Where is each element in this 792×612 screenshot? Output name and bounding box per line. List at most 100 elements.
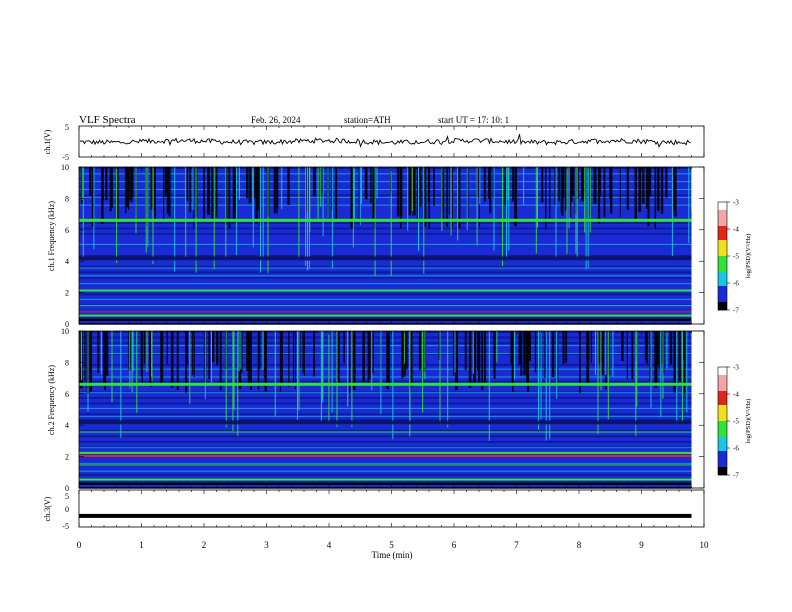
colorbar-segment	[718, 240, 727, 243]
colorbar-segment	[718, 369, 727, 372]
spectrogram-ytick-label: 10	[61, 327, 69, 336]
spectrogram-ytick-label: 10	[61, 163, 69, 172]
colorbar-segment	[718, 397, 727, 400]
colorbar-segment	[718, 296, 727, 299]
colorbar-segment	[718, 439, 727, 442]
colorbar-tick-label: -4	[733, 391, 739, 399]
colorbar-segment	[718, 218, 727, 221]
colorbar-segment	[718, 445, 727, 448]
colorbar-segment	[718, 234, 727, 237]
colorbar-tick-label: -3	[733, 199, 739, 207]
time-tick-label: 4	[327, 540, 332, 550]
colorbar-tick-label: -7	[733, 472, 739, 480]
ch3-waveform-panel: 5 0 -5 ch.3(V)	[43, 489, 705, 531]
ch1-waveform-line	[79, 134, 691, 148]
ch2-spectrogram-image	[79, 331, 704, 489]
colorbar-segment	[718, 230, 727, 233]
time-tick-label: 8	[577, 540, 582, 550]
ch3-waveform-line	[79, 513, 692, 518]
colorbar-segment	[718, 256, 727, 259]
colorbar-tick-label: -3	[733, 364, 739, 372]
colorbar-segment	[718, 391, 727, 394]
colorbar-segment	[718, 405, 727, 408]
colorbar-segment	[718, 208, 727, 211]
colorbar-segment	[718, 393, 727, 396]
colorbar-segment	[718, 447, 727, 450]
colorbar-segment	[718, 435, 727, 438]
colorbar-segment	[718, 421, 727, 424]
colorbar-segment	[718, 216, 727, 219]
colorbar-segment	[718, 419, 727, 422]
time-tick-label: 1	[139, 540, 144, 550]
colorbar-segment	[718, 278, 727, 281]
ch1-waveform-ytick-top: 5	[65, 123, 69, 132]
colorbar-segment	[718, 254, 727, 257]
colorbar-segment	[718, 399, 727, 402]
colorbar-segment	[718, 427, 727, 430]
colorbar-segment	[718, 385, 727, 388]
start-ut-label: start UT = 17: 10: 1	[438, 115, 509, 125]
colorbar-segment	[718, 270, 727, 273]
time-tick-label: 5	[389, 540, 394, 550]
colorbar-segment	[718, 294, 727, 297]
colorbar-segment	[718, 288, 727, 291]
colorbar-segment	[718, 401, 727, 404]
time-axis-tick-labels: 0 1 2 3 4 5 6 7 8 9 10	[77, 540, 709, 550]
ch2-colorbar: -3 -4 -5 -6 -7 log(PSD)(V²/Hz)	[717, 364, 752, 480]
colorbar-segment	[718, 437, 727, 440]
spectrogram-ytick-label: 6	[65, 390, 69, 399]
colorbar-segment	[718, 387, 727, 390]
spectrogram-ytick-label: 4	[65, 421, 69, 430]
colorbar-segment	[718, 220, 727, 223]
colorbar-segment	[718, 463, 727, 466]
colorbar-segment	[718, 280, 727, 283]
colorbar-segment	[718, 471, 727, 474]
colorbar-segment	[718, 226, 727, 229]
colorbar-segment	[718, 411, 727, 414]
colorbar-tick-label: -6	[733, 445, 739, 453]
colorbar-segment	[718, 423, 727, 426]
colorbar-segment	[718, 244, 727, 247]
ch3-waveform-ytick-top: 5	[65, 492, 69, 501]
colorbar-segment	[718, 377, 727, 380]
colorbar-segment	[718, 282, 727, 285]
spectrogram-ytick-label: 6	[65, 226, 69, 235]
colorbar-segment	[718, 224, 727, 227]
colorbar-segment	[718, 407, 727, 410]
colorbar-segment	[718, 395, 727, 398]
spectrogram-ytick-label: 8	[65, 358, 69, 367]
spectrogram-ytick-label: 8	[65, 194, 69, 203]
colorbar-segment	[718, 409, 727, 412]
colorbar-segment	[718, 367, 727, 370]
colorbar-segment	[718, 469, 727, 472]
ch2-spectrogram-ylabel: ch.2 Frequency (kHz)	[47, 365, 56, 435]
colorbar-segment	[718, 403, 727, 406]
ch1-waveform-panel: 5 -5 ch.1(V)	[43, 123, 705, 162]
colorbar-segment	[718, 383, 727, 386]
colorbar-segment	[718, 449, 727, 452]
colorbar-segment	[718, 228, 727, 231]
ch1-spectrogram-ylabel: ch.1 Frequency (kHz)	[47, 201, 56, 271]
colorbar-segment	[718, 260, 727, 263]
date-label: Feb. 26, 2024	[251, 115, 301, 125]
time-tick-label: 0	[77, 540, 82, 550]
colorbar-segment	[718, 373, 727, 376]
colorbar-segment	[718, 381, 727, 384]
colorbar-segment	[718, 433, 727, 436]
spectrogram-ytick-label: 0	[65, 484, 69, 493]
ch3-waveform-ytick-bottom: -5	[62, 522, 69, 531]
ch1-colorbar: -3 -4 -5 -6 -7 log(PSD)(V²/Hz)	[717, 199, 752, 315]
colorbar-segment	[718, 443, 727, 446]
colorbar-tick-label: -6	[733, 280, 739, 288]
ch1-colorbar-label: log(PSD)(V²/Hz)	[745, 234, 752, 279]
colorbar-segment	[718, 284, 727, 287]
ch2-colorbar-label: log(PSD)(V²/Hz)	[745, 399, 752, 444]
colorbar-segment	[718, 451, 727, 454]
time-tick-label: 3	[264, 540, 269, 550]
spectrogram-ytick-label: 0	[65, 320, 69, 329]
colorbar-segment	[718, 455, 727, 458]
colorbar-segment	[718, 262, 727, 265]
colorbar-segment	[718, 204, 727, 207]
colorbar-segment	[718, 304, 727, 307]
